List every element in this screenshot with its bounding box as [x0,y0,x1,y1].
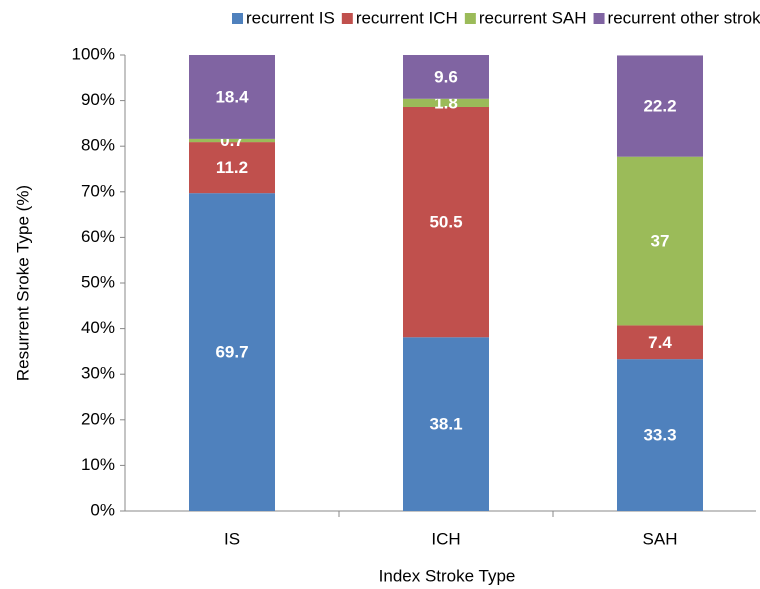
data-label: 33.3 [643,426,676,445]
data-label: 9.6 [434,67,458,86]
bar-segment [403,98,489,107]
y-tick-label: 80% [81,136,115,155]
x-axis-title: Index Stroke Type [379,566,516,585]
bar-segment [189,142,275,194]
y-tick-label: 30% [81,364,115,383]
bar-segment [617,359,703,511]
y-tick-label: 20% [81,409,115,428]
data-label: 7.4 [648,333,672,352]
legend-label: recurrent IS [246,8,335,27]
legend-swatch [232,13,243,24]
legend-swatch [593,13,605,24]
bar-segment [403,106,489,338]
x-tick-label: ICH [431,529,460,548]
bar-segment [617,55,703,157]
bar-segment [617,325,703,360]
data-label: 11.2 [216,158,248,177]
legend-label: recurrent other strokes [608,8,760,27]
y-tick-label: 40% [81,318,115,337]
y-tick-label: 0% [90,500,115,519]
y-axis-title: Resurrent Sroke Type (%) [13,185,32,381]
y-tick-label: 100% [72,44,115,63]
y-tick-label: 90% [81,90,115,109]
y-tick-label: 70% [81,181,115,200]
bar-segment [189,138,275,143]
bar-segment [403,55,489,99]
legend-swatch [341,13,353,24]
data-label: 69.7 [215,343,248,362]
data-label: 18.4 [215,87,249,106]
legend-label: recurrent SAH [479,8,587,27]
bar-segment [189,193,275,511]
data-label: 37 [651,232,670,251]
bar-segment [189,55,275,139]
legend-swatch [464,13,476,24]
bar-segment [403,337,489,511]
y-tick-label: 50% [81,272,115,291]
y-tick-label: 10% [81,455,115,474]
x-tick-label: SAH [643,529,678,548]
x-tick-label: IS [224,529,240,548]
y-tick-label: 60% [81,227,115,246]
data-label: 38.1 [429,415,462,434]
legend-label: recurrent ICH [356,8,458,27]
bar-segment [617,156,703,326]
data-label: 50.5 [429,213,462,232]
data-label: 22.2 [643,97,676,116]
